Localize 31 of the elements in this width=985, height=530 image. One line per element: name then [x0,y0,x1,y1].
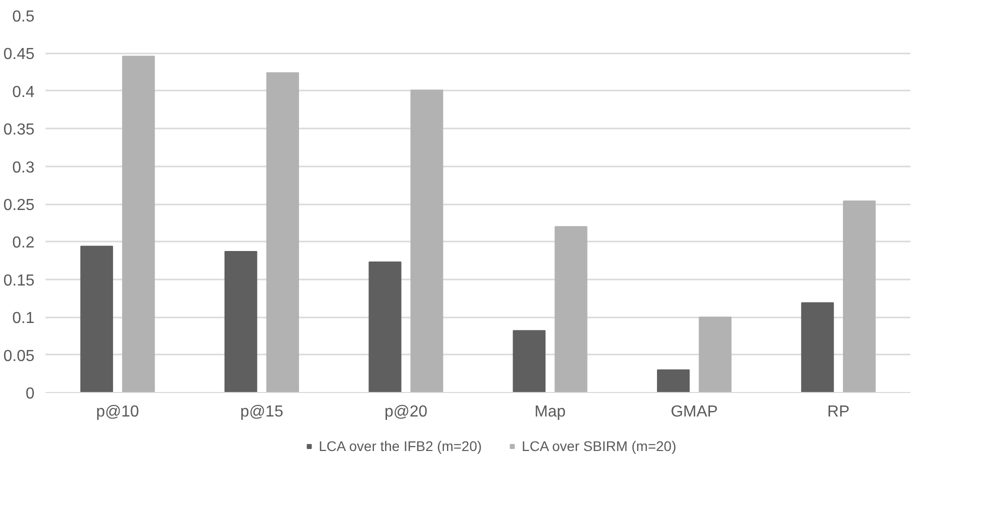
bar [224,251,258,392]
bar [801,302,834,392]
bar [410,90,444,392]
x-tick-label: RP [827,404,850,420]
y-tick-label: 0.4 [12,84,35,101]
y-tick-label: 0.05 [3,348,35,365]
y-tick-label: 0 [26,386,35,402]
y-tick-label: 0.45 [3,46,35,64]
bar [554,226,588,392]
y-tick-label: 0.3 [12,159,35,176]
bar [368,262,402,392]
bar [698,316,732,392]
bar [656,369,690,392]
y-tick-label: 0.35 [3,122,35,139]
bar [80,246,114,392]
bar [512,330,546,392]
x-tick-label: Map [534,404,566,420]
bar [266,72,300,392]
x-tick-label: GMAP [670,404,718,420]
y-tick-label: 0.1 [12,310,35,328]
y-tick-label: 0.25 [3,197,35,214]
x-tick-label: p@15 [240,404,284,420]
y-tick-label: 0.2 [12,234,35,252]
bar [122,56,155,392]
x-tick-label: p@20 [384,404,428,420]
legend-label: LCA over SBIRM (m=20) [522,438,676,454]
y-tick-label: 0.5 [12,8,35,26]
legend-label: LCA over the IFB2 (m=20) [318,438,482,454]
x-tick-label: p@10 [96,404,140,420]
bar [842,200,876,392]
y-tick-label: 0.15 [3,272,35,290]
